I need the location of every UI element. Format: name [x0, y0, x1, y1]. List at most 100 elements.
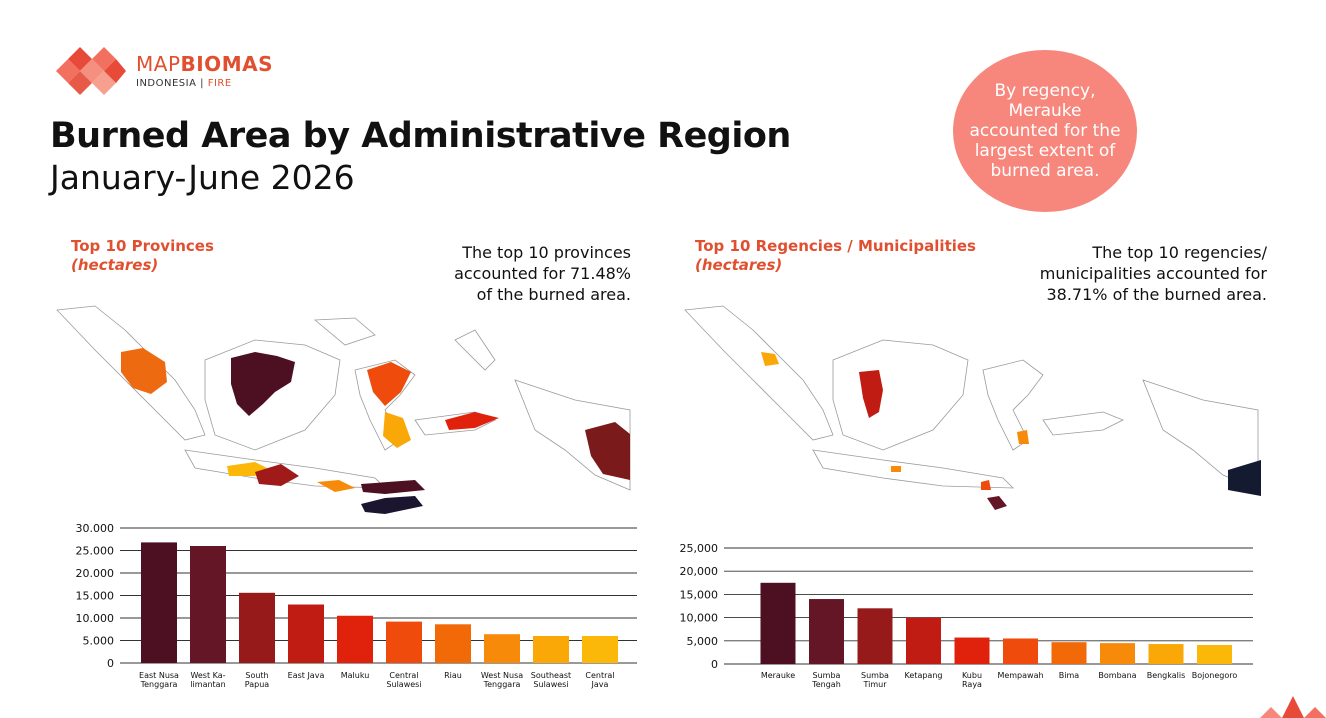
x-tick-label: Java — [591, 680, 609, 689]
y-tick-label: 0 — [107, 657, 114, 670]
provinces-note: The top 10 provinces accounted for 71.48… — [454, 243, 631, 304]
map-west-nusa-tenggara — [317, 480, 355, 492]
bar — [906, 617, 941, 664]
bar — [954, 637, 990, 664]
y-tick-label: 20.000 — [76, 567, 115, 580]
x-tick-label: Ketapang — [905, 671, 943, 680]
bar — [239, 592, 275, 663]
logo-mark-icon — [56, 47, 126, 95]
x-tick-label: Riau — [444, 671, 462, 680]
map-ketapang-kubu-raya — [859, 370, 883, 418]
map-sumba — [987, 496, 1007, 510]
x-tick-label: Sulawesi — [533, 680, 568, 689]
map-southeast-sulawesi — [383, 412, 411, 448]
callout-text: By regency, Merauke accounted for the la… — [969, 81, 1121, 181]
x-tick-label: South — [245, 671, 268, 680]
x-tick-label: Bojonegoro — [1192, 671, 1238, 680]
map-bima — [981, 480, 991, 490]
x-tick-label: Mempawah — [997, 671, 1043, 680]
x-tick-label: East Java — [288, 671, 325, 680]
x-tick-label: East Nusa — [139, 671, 179, 680]
bar — [190, 546, 226, 663]
bar — [1003, 638, 1038, 664]
y-tick-label: 5.000 — [83, 635, 115, 648]
regencies-heading: Top 10 Regencies / Municipalities (hecta… — [695, 237, 976, 274]
map-bengkalis — [761, 352, 779, 366]
callout-bubble: By regency, Merauke accounted for the la… — [953, 50, 1137, 212]
corner-decoration-icon — [1260, 696, 1326, 718]
bar — [386, 621, 422, 663]
logo-subtitle: INDONESIA | FIRE — [136, 78, 232, 89]
y-tick-label: 15,000 — [680, 588, 719, 601]
y-tick-label: 25,000 — [680, 542, 719, 555]
x-tick-label: Papua — [245, 680, 270, 689]
y-tick-label: 25.000 — [76, 545, 115, 558]
x-tick-label: Tenggara — [140, 680, 178, 689]
x-tick-label: West Ka- — [190, 671, 225, 680]
x-tick-label: Raya — [962, 680, 982, 689]
bar — [288, 604, 324, 663]
bar — [435, 624, 471, 663]
x-tick-label: Bombana — [1098, 671, 1136, 680]
map-bojonegoro — [891, 466, 901, 472]
y-tick-label: 0 — [711, 658, 718, 671]
y-tick-label: 5,000 — [687, 635, 719, 648]
x-tick-label: Merauke — [761, 671, 795, 680]
regencies-note: The top 10 regencies/ municipalities acc… — [1039, 243, 1267, 304]
bar — [1051, 642, 1087, 664]
map-east-nusa-tenggara — [361, 480, 425, 494]
x-tick-label: Bima — [1059, 671, 1080, 680]
mapbiomas-logo: MAPBIOMAS INDONESIA | FIRE — [56, 46, 276, 96]
x-tick-label: West Nusa — [481, 671, 523, 680]
y-tick-label: 10.000 — [76, 612, 115, 625]
bar — [1148, 644, 1184, 664]
x-tick-label: Southeast — [531, 671, 571, 680]
map-riau — [121, 348, 167, 394]
page-subtitle: January-June 2026 — [50, 158, 355, 197]
bar — [484, 634, 520, 663]
map-maluku — [445, 412, 499, 430]
map-east-java — [255, 464, 299, 486]
map-east-nusa-tenggara-timor — [361, 496, 423, 514]
provinces-unit: (hectares) — [71, 256, 159, 274]
bar — [533, 636, 569, 663]
x-tick-label: Central — [585, 671, 614, 680]
x-tick-label: Sumba — [813, 671, 841, 680]
x-tick-label: Central — [389, 671, 418, 680]
bar — [809, 599, 844, 664]
y-tick-label: 15.000 — [76, 590, 115, 603]
map-central-sulawesi — [367, 362, 411, 406]
x-tick-label: Sulawesi — [386, 680, 421, 689]
x-tick-label: limantan — [190, 680, 225, 689]
page-title: Burned Area by Administrative Region — [50, 116, 791, 156]
bar — [760, 582, 796, 664]
map-south-papua — [585, 422, 630, 480]
x-tick-label: Sumba — [861, 671, 889, 680]
x-tick-label: Maluku — [341, 671, 370, 680]
x-tick-label: Kubu — [962, 671, 982, 680]
bar — [582, 636, 618, 663]
x-tick-label: Tengah — [811, 680, 841, 689]
map-bombana — [1017, 430, 1029, 444]
x-tick-label: Bengkalis — [1147, 671, 1186, 680]
provinces-bar-chart: 30.000 25.000 20.000 15.000 10.000 5.000 0 East… — [76, 522, 637, 689]
logo-wordmark: MAPBIOMAS — [136, 52, 273, 76]
x-tick-label: Tenggara — [483, 680, 521, 689]
bar — [857, 608, 893, 664]
y-tick-label: 30.000 — [76, 522, 115, 535]
y-tick-label: 10,000 — [680, 612, 719, 625]
provinces-heading: Top 10 Provinces (hectares) — [71, 237, 214, 274]
regencies-unit: (hectares) — [695, 256, 783, 274]
regencies-map — [684, 305, 1261, 510]
bar — [1100, 643, 1135, 664]
regencies-bar-chart: 25,000 20,000 15,000 10,000 5,000 0 Merauke Sum… — [680, 542, 1253, 689]
y-tick-label: 20,000 — [680, 565, 719, 578]
map-west-kalimantan — [231, 352, 295, 416]
map-merauke — [1228, 460, 1261, 496]
bar — [1197, 644, 1232, 664]
x-tick-label: Timur — [862, 680, 887, 689]
bar — [337, 615, 373, 663]
bar — [141, 542, 177, 663]
provinces-map — [56, 305, 631, 514]
